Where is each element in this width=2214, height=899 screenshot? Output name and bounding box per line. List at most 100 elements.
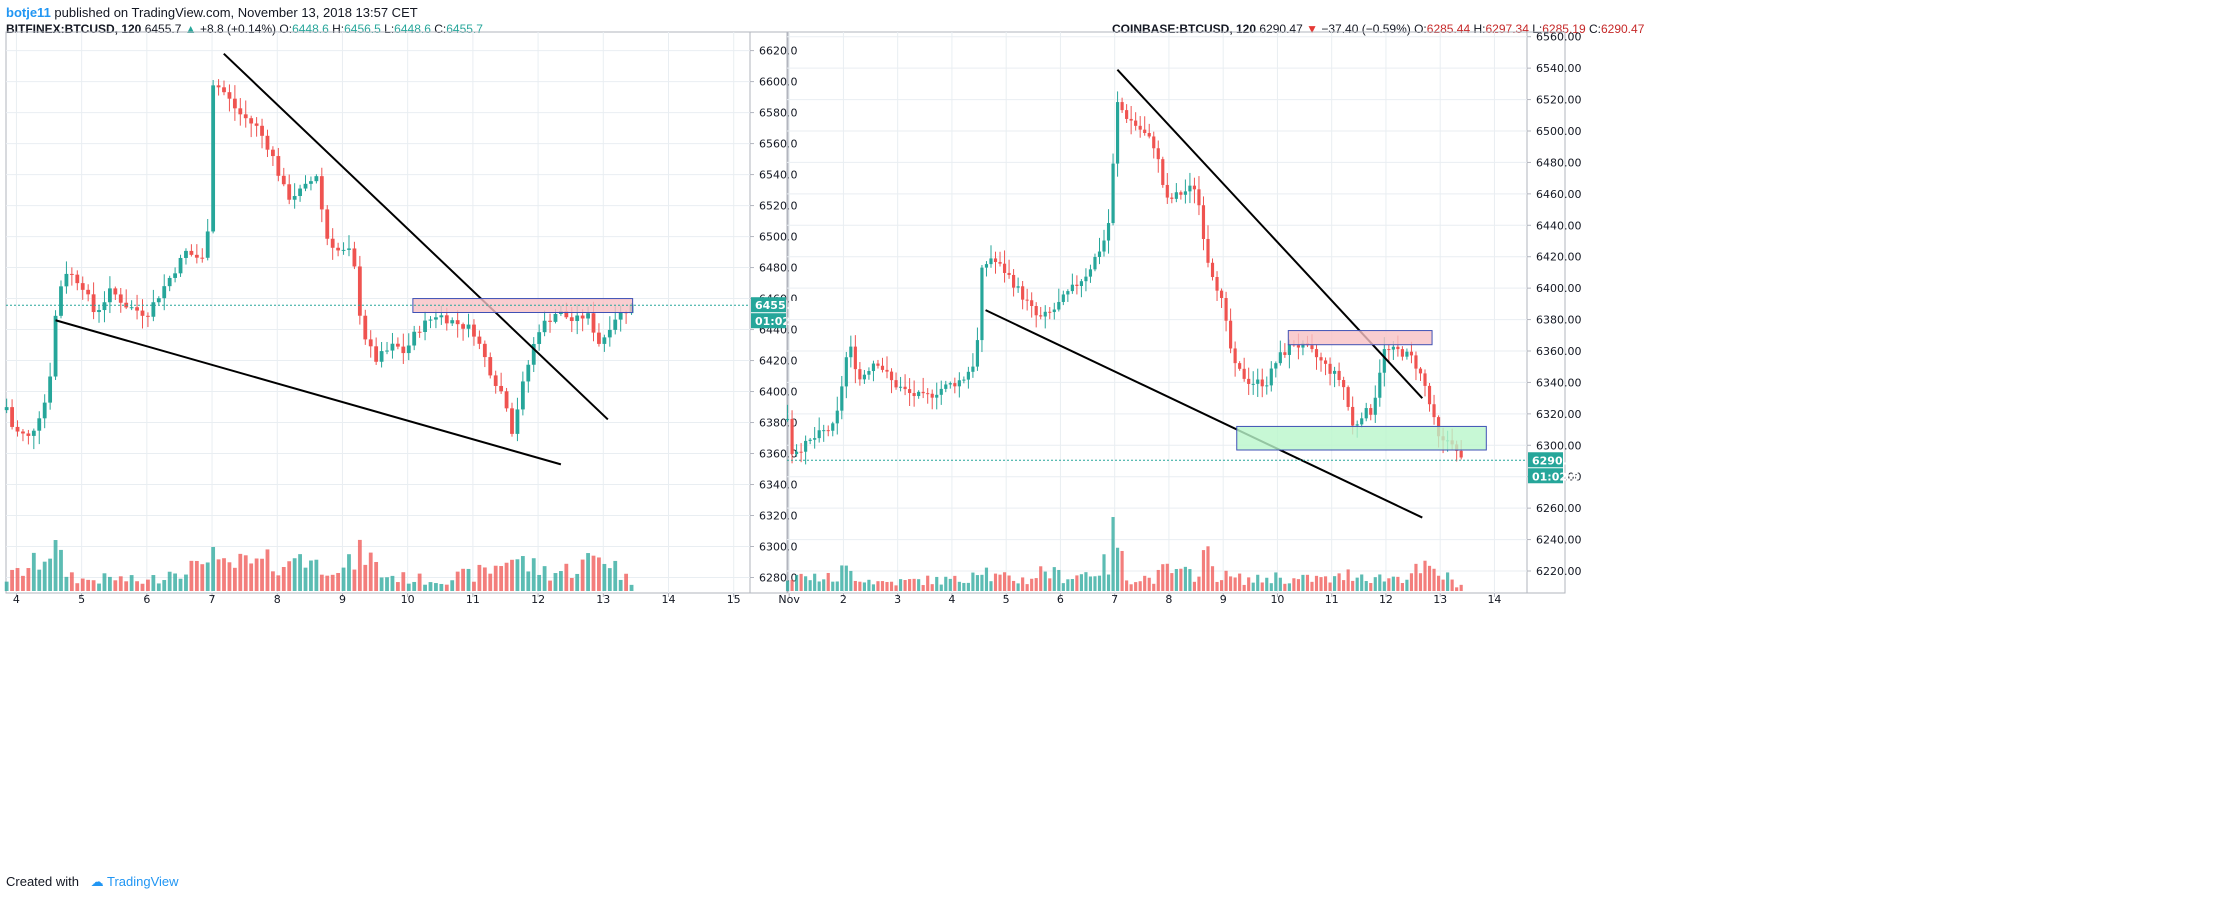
candle-body — [21, 431, 25, 434]
volume-bar — [1418, 573, 1423, 591]
volume-bar — [69, 572, 74, 591]
volume-bar — [510, 559, 514, 591]
candle-body — [271, 149, 275, 157]
volume-bar — [1002, 572, 1007, 591]
candle-body — [385, 350, 389, 352]
candle-body — [785, 418, 790, 421]
resistance-zone — [1287, 330, 1433, 346]
volume-bar — [325, 575, 330, 591]
volume-bar — [1061, 583, 1065, 591]
volume-bar — [1256, 574, 1260, 591]
y-tick-label: 6400.0 — [759, 386, 798, 399]
x-tick-label: 8 — [1165, 593, 1172, 606]
candle-body — [1251, 383, 1255, 385]
candle-body — [352, 248, 357, 267]
candle-body — [1125, 110, 1129, 119]
candle-body — [1323, 360, 1328, 364]
author-link[interactable]: botje11 — [6, 5, 51, 20]
candle-body — [314, 176, 319, 182]
candle-body — [1301, 343, 1305, 348]
candle-body — [488, 357, 493, 376]
volume-bar — [146, 579, 150, 591]
candle-body — [466, 324, 471, 329]
candle-body — [156, 298, 161, 303]
volume-bar — [1238, 573, 1242, 591]
candle-body — [885, 369, 889, 372]
candle-body — [808, 439, 812, 441]
candle-body — [953, 383, 957, 387]
y-tick-label: 6400.00 — [1536, 282, 1582, 295]
volume-bar — [97, 583, 101, 591]
volume-bar — [472, 581, 476, 591]
candle-body — [1174, 192, 1178, 199]
volume-bar — [1106, 574, 1111, 591]
volume-bar — [1373, 577, 1377, 591]
candle-body — [232, 98, 237, 109]
candle-body — [908, 389, 912, 394]
volume-bar — [309, 560, 313, 591]
candle-body — [298, 188, 302, 197]
candle-body — [930, 393, 934, 398]
candle-body — [281, 175, 286, 185]
volume-bar — [817, 581, 821, 591]
volume-bar — [303, 567, 308, 591]
candle-body — [1197, 189, 1201, 206]
volume-bar — [271, 571, 275, 591]
volume-bar — [1314, 575, 1319, 591]
y-tick-label: 6420.0 — [759, 355, 798, 368]
volume-bar — [477, 564, 482, 591]
volume-bar — [1152, 583, 1156, 591]
volume-bar — [537, 574, 542, 591]
candle-body — [1310, 345, 1314, 350]
volume-bar — [1125, 580, 1129, 591]
candle-body — [205, 231, 210, 258]
candle-body — [975, 340, 980, 367]
y-tick-label: 6540.00 — [1536, 62, 1582, 75]
candle-body — [53, 315, 58, 377]
candle-body — [1170, 197, 1174, 199]
candle-body — [1215, 276, 1219, 291]
tradingview-link[interactable]: ☁ TradingView — [91, 874, 179, 889]
candle-body — [254, 123, 259, 126]
candle-body — [151, 302, 156, 317]
candle-body — [1333, 370, 1337, 374]
volume-bar — [580, 559, 585, 591]
volume-bar — [31, 552, 36, 591]
volume-bar — [826, 572, 830, 591]
candle-body — [1043, 311, 1047, 317]
volume-bar — [200, 564, 205, 591]
volume-bar — [957, 581, 961, 591]
y-tick-label: 6460.00 — [1536, 188, 1582, 201]
candle-body — [548, 320, 552, 322]
volume-bar — [1387, 578, 1391, 591]
current-price-label: 6290.47 — [1532, 454, 1582, 467]
volume-bar — [347, 554, 351, 591]
x-tick-label: 5 — [1003, 593, 1010, 606]
volume-bar — [618, 579, 623, 591]
volume-bar — [1301, 574, 1305, 591]
volume-bar — [379, 577, 384, 591]
volume-bar — [64, 576, 69, 591]
volume-bar — [799, 573, 803, 591]
candle-body — [564, 311, 569, 318]
volume-bar — [885, 581, 889, 591]
y-tick-label: 6380.00 — [1536, 314, 1582, 327]
volume-bar — [1242, 584, 1246, 591]
candle-body — [211, 85, 216, 232]
volume-bar — [984, 567, 989, 591]
volume-bar — [1115, 547, 1120, 591]
right-close: 6290.47 — [1600, 22, 1645, 36]
candle-body — [580, 315, 585, 319]
volume-bar — [254, 558, 259, 591]
volume-bar — [1396, 576, 1400, 591]
volume-bar — [428, 582, 433, 591]
candle-body — [826, 430, 830, 432]
candle-body — [167, 277, 172, 287]
volume-bar — [91, 580, 96, 591]
trendline — [985, 309, 1423, 519]
candle-body — [944, 384, 948, 389]
volume-bar — [439, 583, 444, 591]
candle-body — [97, 310, 101, 313]
chart-frame — [786, 31, 1566, 594]
